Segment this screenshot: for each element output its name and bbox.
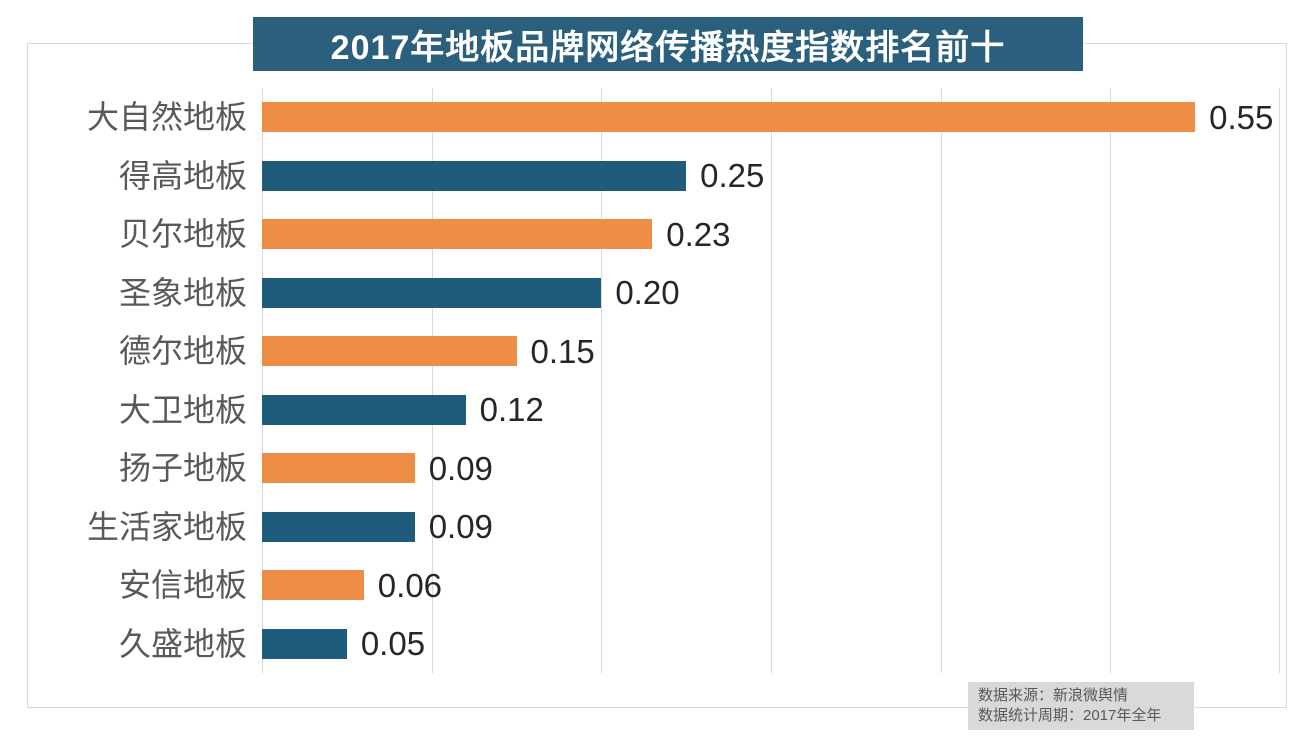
value-label: 0.12 [479, 391, 544, 429]
category-label: 安信地板 [118, 567, 247, 604]
plot-area: 大自然地板 0.55 得高地板 0.25 贝尔地板 0.23 圣象地板 0.20 德尔地板 0.1… [87, 88, 1280, 674]
bar [262, 570, 364, 601]
value-label: 0.05 [360, 625, 426, 663]
bar [262, 394, 466, 425]
bar-row: 圣象地板 0.20 [119, 264, 1280, 323]
gridline [1279, 88, 1280, 673]
bar-rows: 大自然地板 0.55 得高地板 0.25 贝尔地板 0.23 圣象地板 0.20 德尔地板 0.1… [87, 88, 1280, 674]
bar-row: 久盛地板 0.05 [119, 615, 1280, 674]
value-label: 0.09 [428, 508, 493, 546]
gridline [1110, 88, 1112, 673]
category-label: 德尔地板 [118, 333, 247, 370]
category-label: 扬子地板 [118, 450, 247, 487]
gridline [262, 88, 263, 673]
bar-row: 得高地板 0.25 [119, 147, 1280, 206]
bar [262, 277, 602, 308]
bar [262, 511, 415, 542]
category-label: 贝尔地板 [118, 216, 247, 253]
bar [262, 219, 653, 250]
chart-title-banner: 2017年地板品牌网络传播热度指数排名前十 [253, 17, 1083, 71]
chart-frame [27, 43, 1287, 708]
value-label: 0.15 [530, 332, 595, 370]
value-label: 0.25 [700, 157, 765, 195]
category-label: 大卫地板 [118, 391, 247, 428]
source-note-line1: 数据来源：新浪微舆情 [978, 687, 1129, 704]
source-note-box: 数据来源：新浪微舆情 数据统计周期：2017年全年 [968, 682, 1194, 730]
value-label: 0.55 [1209, 98, 1274, 136]
bar-row: 德尔地板 0.15 [119, 322, 1280, 381]
category-label: 大自然地板 [86, 99, 247, 136]
gridline [601, 88, 603, 673]
bar-row: 大卫地板 0.12 [119, 381, 1280, 440]
bar-row: 扬子地板 0.09 [119, 439, 1280, 498]
category-label: 得高地板 [118, 157, 247, 194]
bar [262, 102, 1196, 133]
category-label: 久盛地板 [118, 625, 247, 662]
value-label: 0.20 [615, 274, 680, 312]
bar [262, 453, 415, 484]
value-label: 0.06 [377, 566, 443, 604]
bar-row: 安信地板 0.06 [119, 556, 1280, 615]
gridline [771, 88, 772, 673]
bar-row: 大自然地板 0.55 [87, 88, 1280, 147]
bar [262, 160, 687, 191]
gridline [431, 88, 433, 673]
category-label: 圣象地板 [118, 274, 247, 311]
source-note-line2: 数据统计周期：2017年全年 [978, 707, 1162, 724]
category-label: 生活家地板 [86, 508, 247, 545]
value-label: 0.09 [428, 449, 493, 487]
bar [262, 628, 347, 659]
chart-title: 2017年地板品牌网络传播热度指数排名前十 [330, 28, 1006, 67]
bar-row: 贝尔地板 0.23 [119, 205, 1280, 264]
bar [262, 336, 517, 367]
bar-row: 生活家地板 0.09 [87, 498, 1280, 557]
gridline [940, 88, 942, 673]
value-label: 0.23 [666, 215, 731, 253]
